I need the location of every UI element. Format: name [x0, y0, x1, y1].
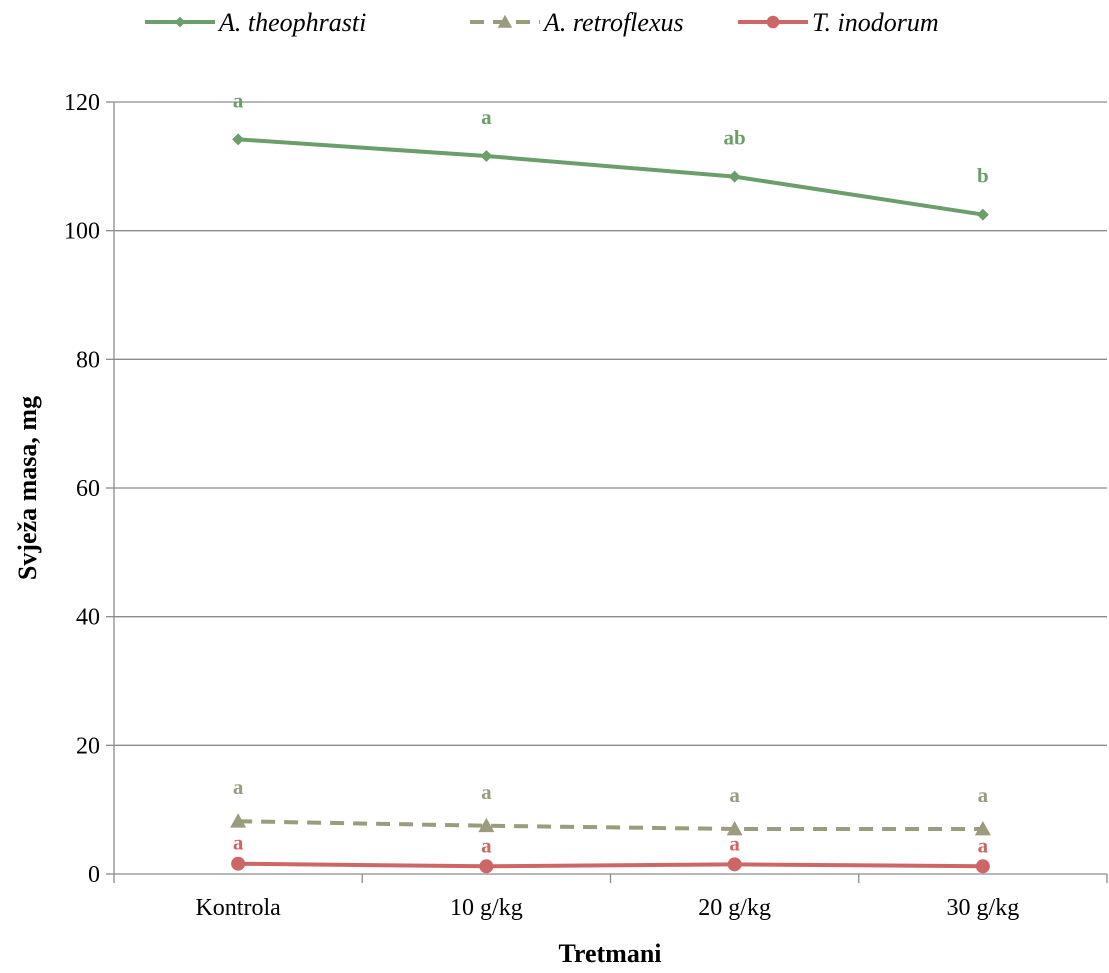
- data-point: [230, 813, 247, 828]
- x-tick-label: 20 g/kg: [698, 895, 771, 921]
- data-point: [480, 150, 493, 163]
- data-point: [974, 820, 991, 836]
- y-tick-label: 100: [64, 219, 100, 245]
- legend-marker: [497, 14, 513, 28]
- series-a-retroflexus: [230, 813, 991, 836]
- legend-label: T. inodorum: [812, 8, 939, 37]
- series-t-inodorum: [231, 856, 990, 874]
- data-label: a: [233, 88, 244, 112]
- axes: [106, 101, 1108, 883]
- y-tick-label: 20: [76, 733, 100, 759]
- data-label: a: [233, 831, 244, 855]
- y-tick-label: 120: [64, 90, 100, 116]
- gridlines: [114, 101, 1107, 746]
- series-a-theophrasti: [232, 133, 989, 221]
- data-label: ab: [724, 126, 746, 150]
- data-point: [232, 133, 245, 146]
- y-tick-label: 80: [76, 347, 100, 373]
- y-axis-title: Svježa masa, mg: [13, 396, 42, 580]
- data-point: [976, 208, 989, 221]
- data-point: [728, 170, 741, 183]
- legend-marker: [174, 16, 186, 28]
- data-point: [231, 856, 246, 871]
- legend-item-t-inodorum: T. inodorum: [738, 8, 939, 37]
- data-label: a: [481, 780, 492, 804]
- series-line-a-theophrasti: [237, 137, 984, 217]
- legend-item-a-retroflexus: A. retroflexus: [470, 8, 684, 37]
- data-label: a: [233, 775, 244, 799]
- legend-label: A. theophrasti: [217, 8, 366, 37]
- legend-label: A. retroflexus: [542, 8, 684, 37]
- legend-item-a-theophrasti: A. theophrasti: [145, 8, 366, 37]
- y-tick-label: 60: [76, 476, 100, 502]
- x-tick-label: Kontrola: [195, 895, 281, 921]
- data-label: a: [978, 783, 989, 807]
- series-group: [230, 133, 991, 874]
- x-tick-label: 30 g/kg: [947, 895, 1020, 921]
- data-label: a: [481, 105, 492, 129]
- data-label: a: [729, 783, 740, 807]
- data-point: [727, 857, 742, 872]
- data-point: [478, 817, 495, 833]
- data-point: [975, 859, 990, 874]
- data-point: [726, 820, 743, 836]
- y-tick-labels: 0 20 40 60 80 100 120: [64, 90, 100, 888]
- data-point: [479, 859, 494, 874]
- x-tick-label: 10 g/kg: [450, 895, 523, 921]
- y-tick-label: 0: [88, 862, 100, 888]
- legend: A. theophrasti A. retroflexus T. inodorum: [145, 8, 939, 37]
- data-label: a: [481, 833, 492, 857]
- series-line-a-retroflexus: [238, 819, 983, 831]
- data-label: a: [729, 831, 740, 855]
- data-label: a: [978, 833, 989, 857]
- series-line-t-inodorum: [238, 861, 983, 869]
- legend-marker: [766, 15, 780, 29]
- data-label: b: [977, 164, 989, 188]
- x-tick-labels: Kontrola 10 g/kg 20 g/kg 30 g/kg: [195, 895, 1019, 921]
- x-axis-title: Tretmani: [558, 939, 661, 968]
- y-tick-label: 40: [76, 605, 100, 631]
